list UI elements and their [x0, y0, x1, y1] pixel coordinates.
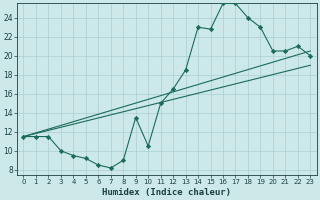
- X-axis label: Humidex (Indice chaleur): Humidex (Indice chaleur): [102, 188, 231, 197]
